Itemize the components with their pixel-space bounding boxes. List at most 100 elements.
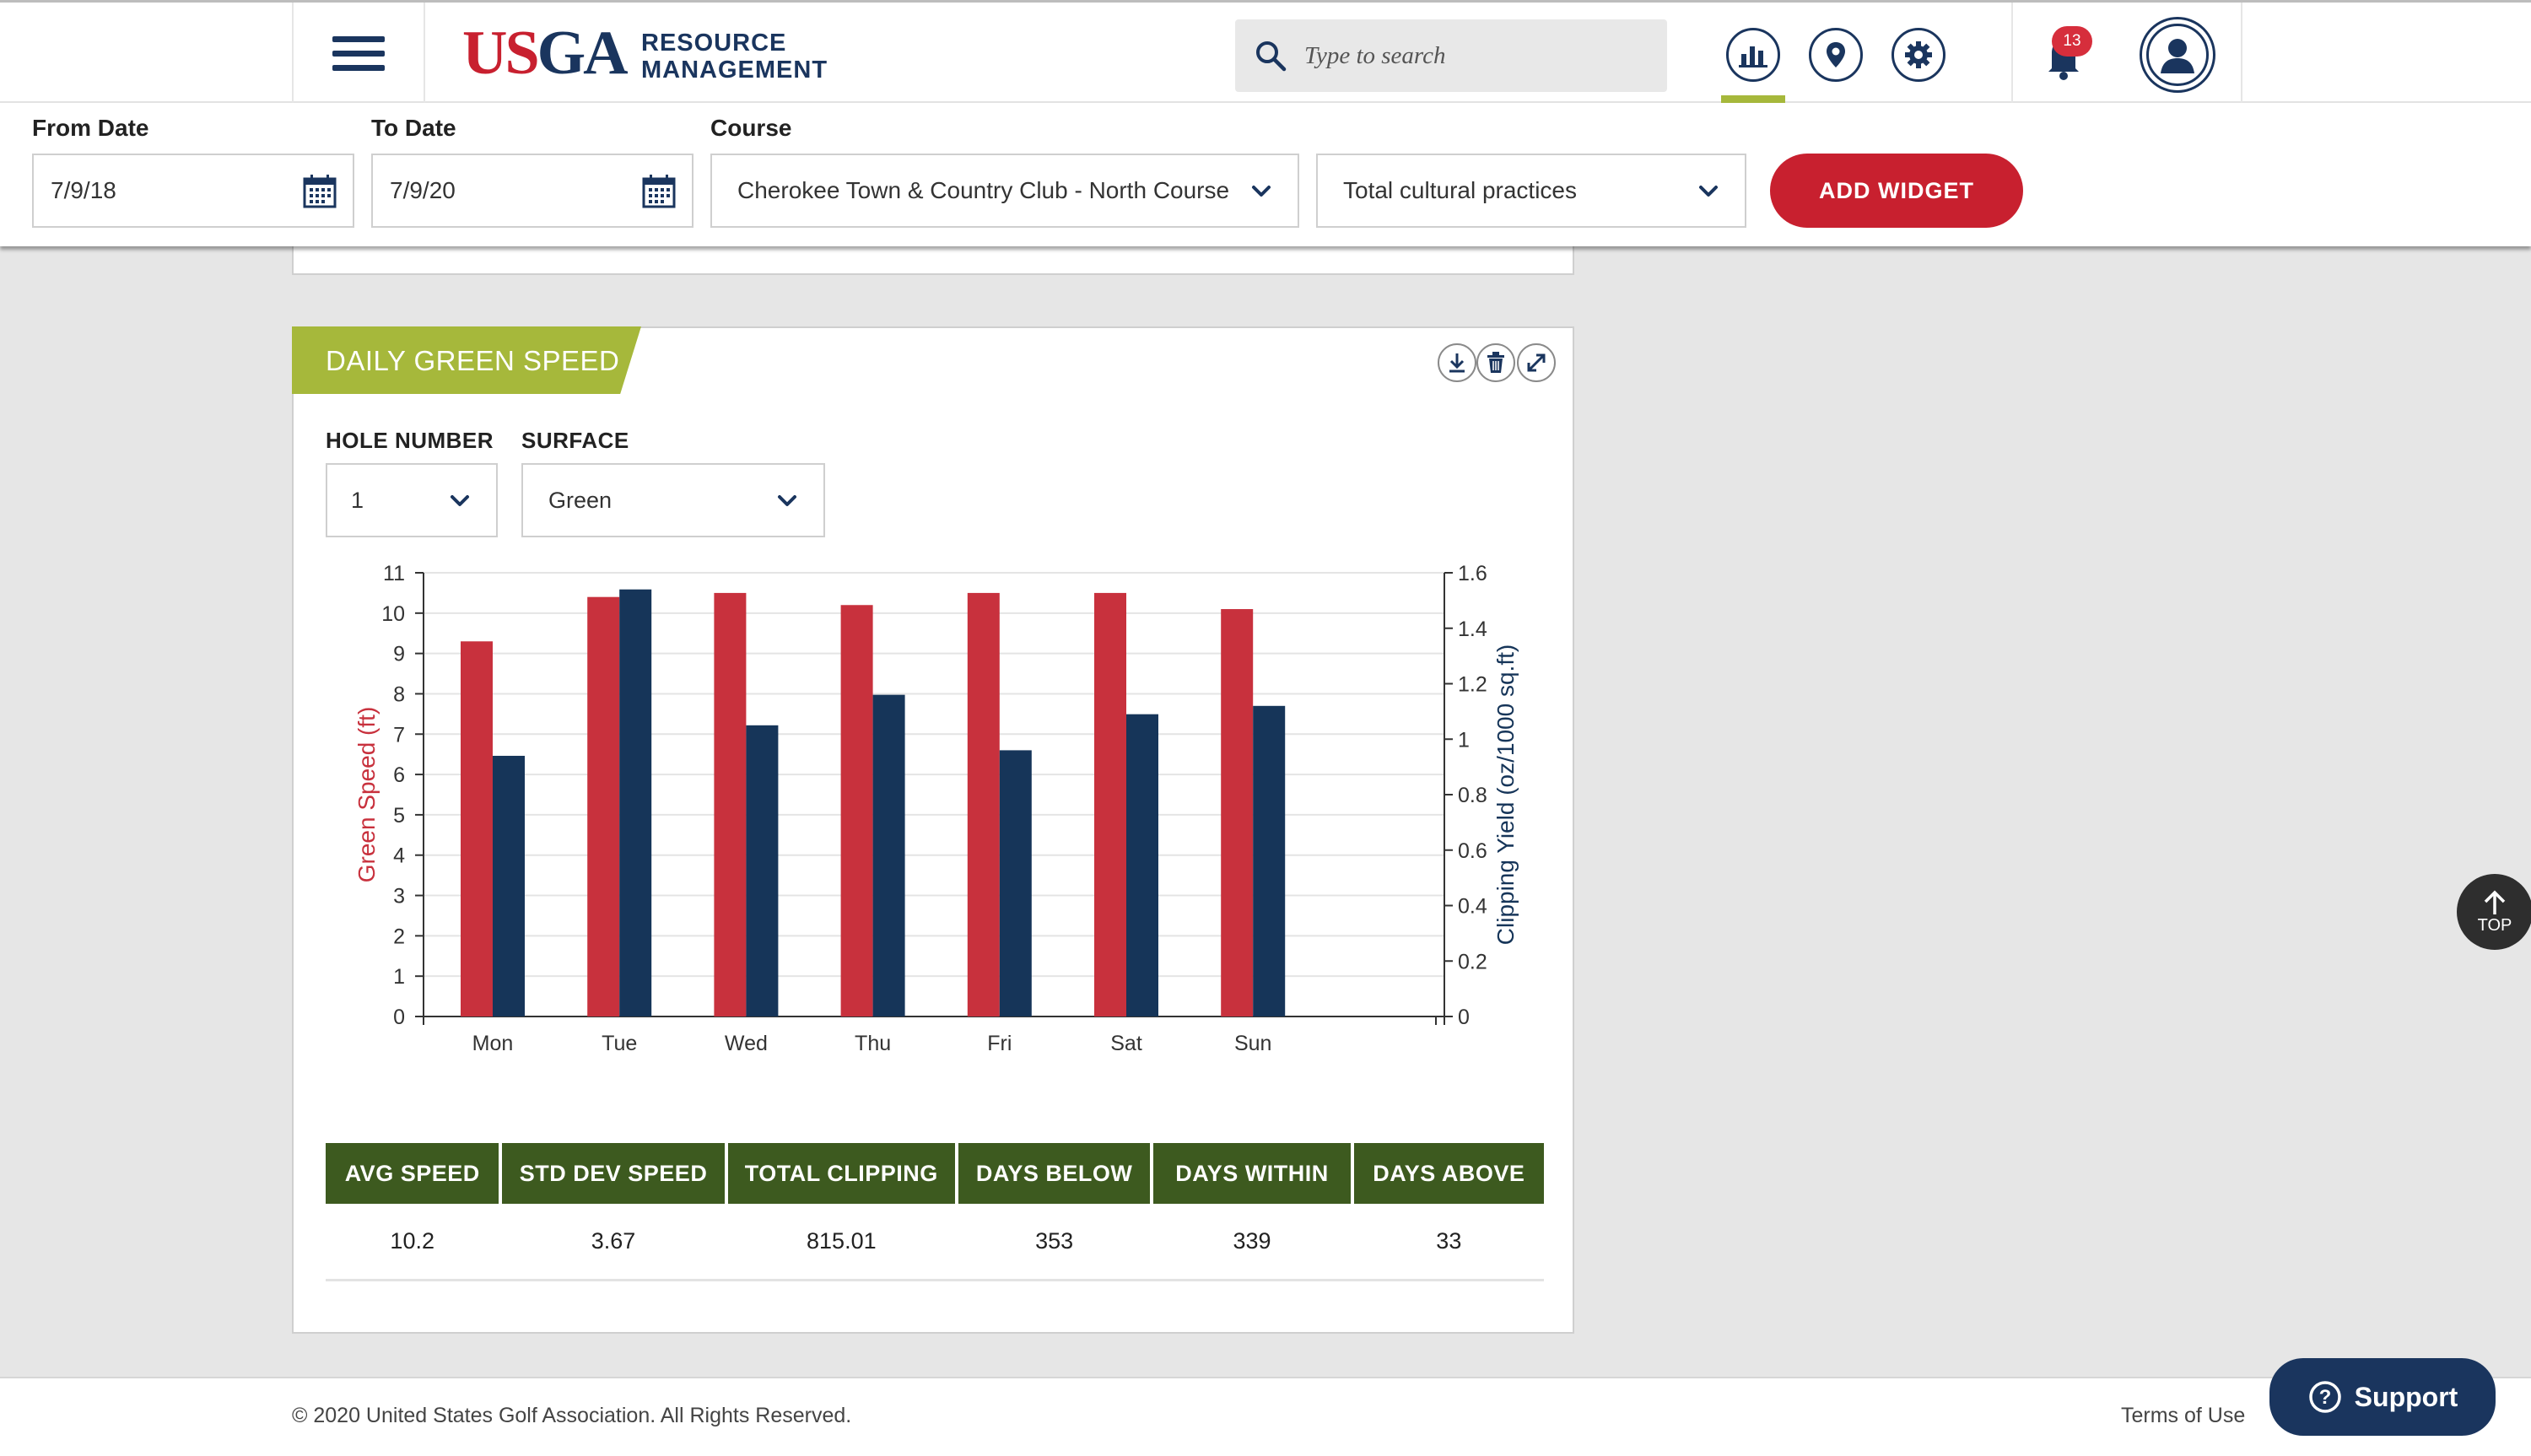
- hole-number-label: HOLE NUMBER: [326, 428, 494, 453]
- logo-text: US: [462, 19, 540, 88]
- divider: [292, 3, 294, 104]
- download-icon[interactable]: [1438, 343, 1476, 382]
- clipping-yield-bar: [619, 589, 652, 1017]
- support-label: Support: [2354, 1381, 2458, 1412]
- divider: [424, 3, 425, 104]
- surface-label: SURFACE: [521, 428, 629, 453]
- green-speed-bar: [587, 596, 620, 1017]
- add-widget-button[interactable]: ADD WIDGET: [1770, 154, 2023, 228]
- x-tick-label: Fri: [987, 1032, 1012, 1055]
- y-tick-label: 11: [383, 562, 405, 585]
- y-tick-label: 8: [393, 682, 405, 706]
- from-date-field[interactable]: 7/9/18: [32, 154, 354, 228]
- y-tick-label: 4: [393, 844, 405, 868]
- green-speed-chart: 0 1 2 3 4 5 6 7 8 9 10 11 0 0.2 0.4 0.6 0.8 1 1.2 1.4 1.6 Mon…: [353, 562, 1519, 1055]
- y-axis-title: Green Speed (ft): [353, 707, 380, 883]
- svg-text:?: ?: [2318, 1386, 2331, 1409]
- search-bar[interactable]: [1235, 19, 1667, 92]
- clipping-yield-bar: [999, 750, 1032, 1017]
- bar-chart-icon[interactable]: [1726, 28, 1780, 82]
- copyright-text: © 2020 United States Golf Association. A…: [292, 1404, 852, 1427]
- arrow-up-icon: [2484, 890, 2506, 914]
- user-icon[interactable]: [2140, 17, 2215, 93]
- green-speed-bar: [967, 592, 1000, 1017]
- clipping-yield-bar: [746, 725, 779, 1017]
- to-date-field[interactable]: 7/9/20: [371, 154, 693, 228]
- expand-icon[interactable]: [1517, 343, 1556, 382]
- divider: [2011, 3, 2013, 104]
- y2-tick-label: 1.6: [1458, 562, 1487, 585]
- stats-header-total-clipping: TOTAL CLIPPING: [727, 1143, 955, 1204]
- green-speed-bar: [840, 605, 873, 1017]
- green-speed-bar: [1094, 592, 1126, 1017]
- trash-icon[interactable]: [1476, 343, 1515, 382]
- search-input[interactable]: [1304, 41, 1642, 70]
- daily-green-speed-widget: DAILY GREEN SPEED HOLE NUMBER 1: [292, 326, 1574, 1334]
- widget-title-tab: DAILY GREEN SPEED: [292, 326, 641, 394]
- from-date-value: 7/9/18: [51, 177, 116, 203]
- y2-tick-label: 0.4: [1458, 895, 1487, 919]
- hole-number-select[interactable]: 1: [326, 463, 498, 537]
- stats-header-avg-speed: AVG SPEED: [326, 1143, 499, 1204]
- stats-value-days-below: 353: [1035, 1228, 1074, 1254]
- scroll-to-top-button[interactable]: TOP: [2457, 874, 2531, 950]
- x-tick-label: Thu: [855, 1032, 891, 1055]
- menu-icon[interactable]: [292, 3, 424, 104]
- stats-value-row: 10.2 3.67 815.01 353 339 33: [326, 1204, 1544, 1281]
- active-tab-indicator: [1721, 95, 1785, 103]
- y2-tick-label: 1: [1458, 728, 1470, 752]
- surface-select[interactable]: Green: [521, 463, 825, 537]
- stats-header-row: AVG SPEED STD DEV SPEED TOTAL CLIPPING D…: [326, 1143, 1544, 1204]
- scroll-to-top-label: TOP: [2477, 915, 2512, 935]
- help-circle-icon: ?: [2308, 1381, 2341, 1413]
- clipping-yield-bar: [872, 694, 905, 1017]
- clipping-yield-bar: [1126, 714, 1158, 1017]
- usga-logo[interactable]: USGA: [462, 19, 629, 88]
- stats-value-days-above: 33: [1436, 1228, 1462, 1254]
- y-tick-label: 5: [393, 804, 405, 828]
- x-tick-label: Sat: [1110, 1032, 1142, 1055]
- widget-title: DAILY GREEN SPEED: [326, 345, 620, 376]
- to-date-label: To Date: [371, 115, 456, 141]
- green-speed-bar: [714, 592, 747, 1017]
- app-name-line1: RESOURCE: [641, 30, 787, 57]
- chevron-down-icon: [451, 495, 469, 506]
- y-tick-label: 9: [393, 643, 405, 666]
- x-tick-label: Wed: [725, 1032, 768, 1055]
- course-value: Cherokee Town & Country Club - North Cou…: [737, 177, 1230, 203]
- y-tick-label: 7: [393, 723, 405, 747]
- y-tick-label: 1: [393, 965, 405, 989]
- terms-of-use-link[interactable]: Terms of Use: [2121, 1404, 2246, 1427]
- app-name-line2: MANAGEMENT: [641, 57, 828, 84]
- stats-header-days-within: DAYS WITHIN: [1153, 1143, 1351, 1204]
- green-speed-bar: [1221, 609, 1254, 1017]
- metric-select[interactable]: Total cultural practices: [1316, 154, 1746, 228]
- calendar-icon[interactable]: [302, 174, 337, 209]
- chevron-down-icon: [778, 495, 796, 506]
- support-button[interactable]: ? Support: [2269, 1358, 2496, 1436]
- course-select[interactable]: Cherokee Town & Country Club - North Cou…: [710, 154, 1299, 228]
- x-tick-label: Sun: [1234, 1032, 1271, 1055]
- y2-tick-label: 1.2: [1458, 673, 1487, 697]
- stats-header-days-above: DAYS ABOVE: [1353, 1143, 1544, 1204]
- y-tick-label: 10: [381, 602, 405, 626]
- gear-icon[interactable]: [1892, 28, 1945, 82]
- metric-value: Total cultural practices: [1343, 177, 1578, 203]
- y-tick-label: 2: [393, 925, 405, 948]
- calendar-icon[interactable]: [641, 174, 677, 209]
- y-tick-label: 3: [393, 885, 405, 909]
- y2-tick-label: 0: [1458, 1006, 1470, 1029]
- clipping-yield-bar: [1253, 705, 1286, 1017]
- stats-table: AVG SPEED STD DEV SPEED TOTAL CLIPPING D…: [326, 1143, 1544, 1281]
- green-speed-bar: [461, 641, 493, 1017]
- logo-text: GA: [537, 19, 629, 88]
- search-icon: [1256, 41, 1287, 72]
- chevron-down-icon: [1252, 186, 1271, 197]
- stats-value-total-clipping: 815.01: [807, 1228, 877, 1254]
- map-pin-icon[interactable]: [1809, 28, 1863, 82]
- clipping-yield-bar: [493, 755, 525, 1017]
- chevron-down-icon: [1699, 186, 1718, 197]
- y2-tick-label: 0.8: [1458, 784, 1487, 807]
- surface-value: Green: [548, 487, 613, 513]
- y2-tick-label: 0.2: [1458, 950, 1487, 973]
